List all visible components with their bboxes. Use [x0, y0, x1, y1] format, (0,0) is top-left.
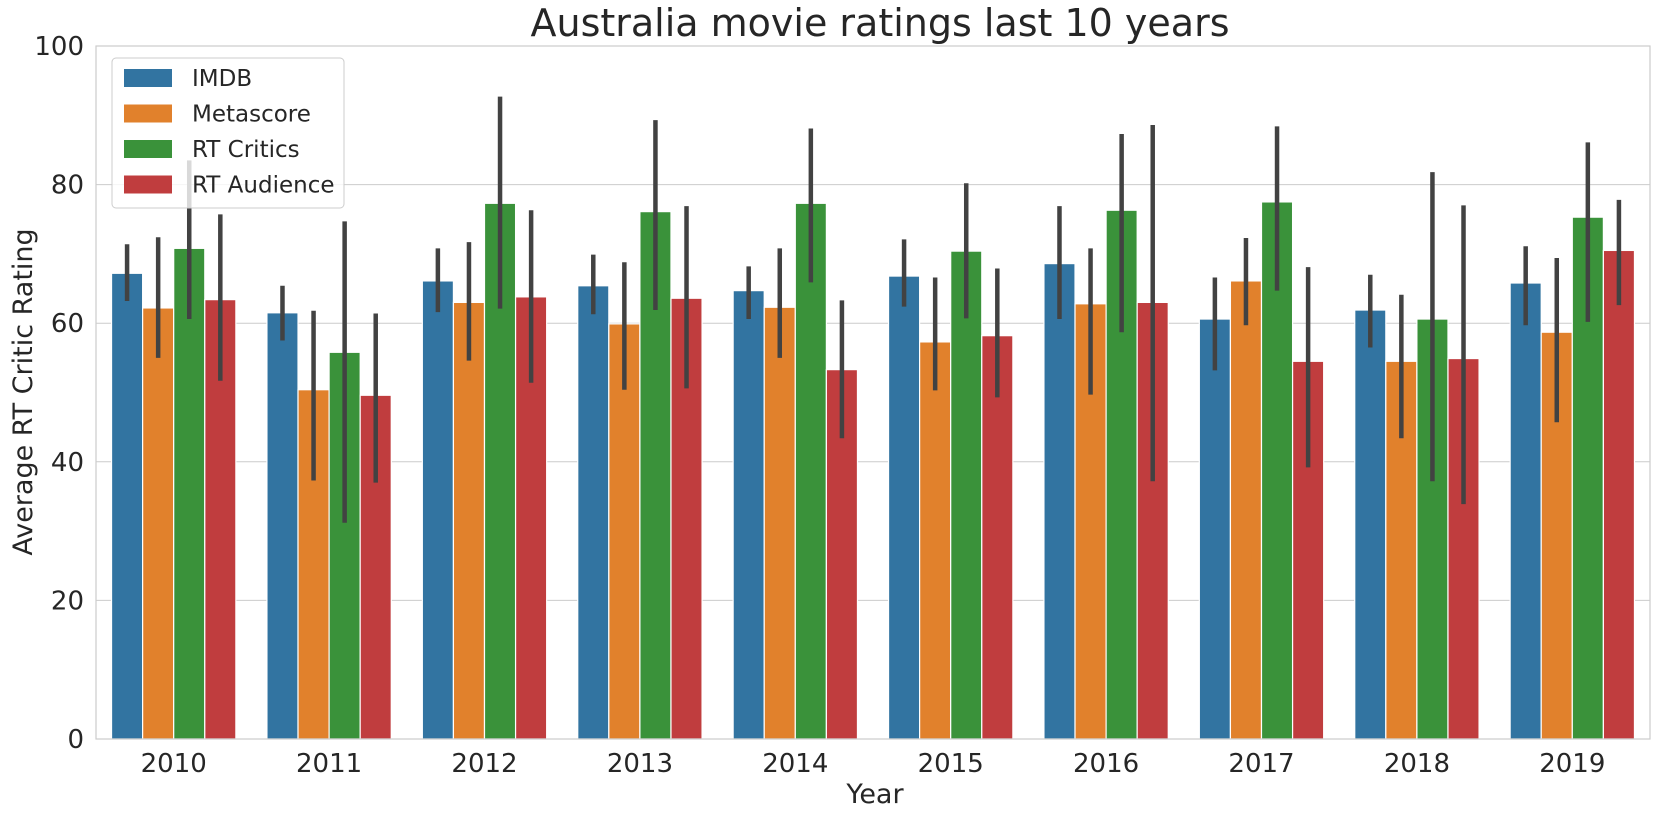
y-tick-label: 100	[34, 32, 84, 62]
bars	[110, 201, 1636, 740]
x-tick-label: 2016	[1073, 749, 1139, 779]
x-tick-label: 2012	[451, 749, 517, 779]
error-bars	[124, 96, 1622, 523]
bar	[452, 301, 486, 740]
x-tick-label: 2018	[1384, 749, 1450, 779]
x-tick-label: 2017	[1228, 749, 1294, 779]
legend: IMDB Metascore RT Critics RT Audience	[111, 57, 345, 209]
bar	[173, 247, 206, 740]
bar	[1354, 309, 1387, 740]
bar	[950, 250, 983, 740]
y-tick-label: 40	[51, 448, 84, 478]
legend-box	[111, 57, 345, 209]
legend-label: IMDB	[192, 66, 252, 92]
legend-swatch	[124, 175, 172, 194]
bar	[142, 307, 175, 740]
bar	[763, 306, 796, 740]
legend-swatch	[124, 69, 172, 87]
x-tick-label: 2015	[918, 749, 984, 779]
bar	[421, 280, 455, 740]
bar	[1509, 282, 1542, 740]
y-tick-label: 20	[51, 586, 84, 616]
bar	[608, 323, 641, 740]
bar	[266, 312, 299, 740]
chart-title: Australia movie ratings last 10 years	[530, 1, 1229, 45]
y-axis-label: Average RT Critic Rating	[8, 228, 39, 555]
x-tick-label: 2019	[1539, 749, 1605, 779]
x-tick-label: 2014	[762, 749, 828, 779]
plot-frame	[95, 45, 1651, 740]
bar	[1229, 280, 1263, 740]
x-tick-label: 2013	[607, 749, 673, 779]
legend-label: Metascore	[192, 102, 311, 128]
x-tick-label: 2011	[296, 749, 362, 779]
y-tick-label: 60	[51, 309, 84, 339]
bar	[1602, 249, 1636, 740]
bar	[1043, 263, 1076, 740]
bar	[919, 341, 952, 740]
axes: 0 20 40 60 80 100 2010 2011 2012 2013 2014 2015 2016…	[34, 32, 1651, 779]
y-tick-label: 80	[51, 171, 84, 201]
bar	[577, 285, 610, 740]
legend-label: RT Audience	[192, 173, 335, 199]
bar	[732, 290, 765, 740]
legend-swatch	[124, 104, 172, 123]
bar	[794, 202, 827, 740]
legend-swatch	[124, 140, 172, 158]
bar	[1198, 318, 1232, 740]
y-tick-label: 0	[67, 725, 84, 755]
x-tick-label: 2010	[141, 749, 207, 779]
bar	[887, 275, 921, 740]
x-axis-label: Year	[845, 779, 904, 810]
legend-label: RT Critics	[192, 137, 300, 163]
bar	[110, 272, 144, 740]
bar	[981, 335, 1014, 740]
